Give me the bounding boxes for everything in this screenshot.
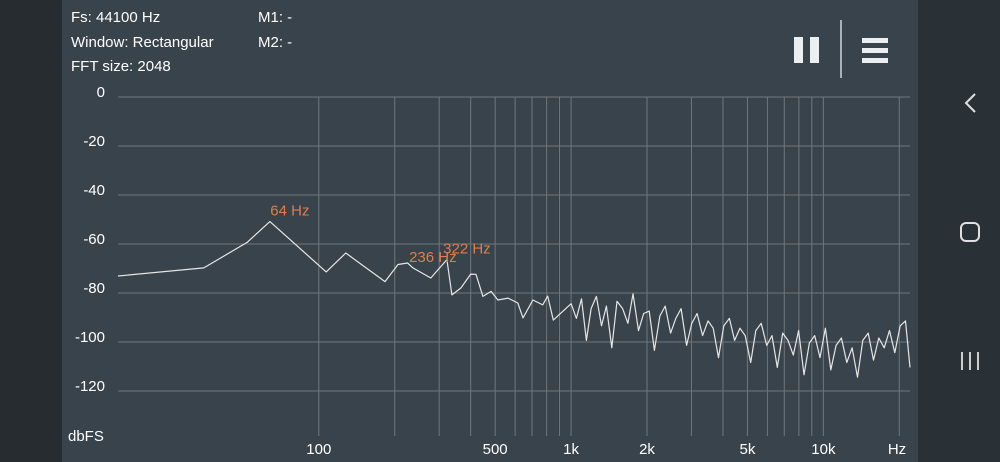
menu-button[interactable]: [862, 38, 888, 63]
plot: 0 -20 -40 -60 -80 -100 -120 100 500 1k 2k 5k 10k Hz db…: [68, 84, 911, 458]
x-tick-label: 500: [483, 441, 508, 458]
x-tick-label: 5k: [739, 441, 755, 458]
pause-bar: [794, 37, 803, 63]
fft-info: FFT size: 2048: [71, 58, 171, 75]
nav-bar: [918, 0, 1000, 462]
peak-label: 64 Hz: [270, 203, 309, 220]
x-axis-label: Hz: [888, 441, 906, 458]
y-tick-label: 0: [97, 84, 105, 101]
back-button[interactable]: [964, 93, 976, 113]
x-tick-label: 2k: [639, 441, 655, 458]
marker-1: M1: -: [258, 9, 292, 26]
y-tick-label: -80: [83, 280, 105, 297]
menu-bar: [862, 48, 888, 53]
menu-bar: [862, 38, 888, 43]
y-axis-label: dbFS: [68, 428, 104, 445]
y-tick-label: -100: [75, 329, 105, 346]
peak-label: 322 Hz: [443, 241, 491, 258]
spectrum-line: [117, 221, 911, 378]
home-button[interactable]: [960, 222, 980, 242]
fs-info: Fs: 44100 Hz: [71, 9, 160, 26]
recents-button[interactable]: [961, 352, 979, 370]
window-info: Window: Rectangular: [71, 34, 214, 51]
y-tick-label: -20: [83, 133, 105, 150]
app-panel: [62, 0, 918, 462]
pause-bar: [810, 37, 819, 63]
menu-bar: [862, 58, 888, 63]
x-tick-label: 100: [306, 441, 331, 458]
y-tick-label: -120: [75, 378, 105, 395]
marker-2: M2: -: [258, 34, 292, 51]
y-tick-label: -60: [83, 231, 105, 248]
pause-button[interactable]: [794, 37, 819, 63]
y-tick-label: -40: [83, 182, 105, 199]
left-edge: [0, 0, 62, 462]
x-tick-label: 1k: [563, 441, 579, 458]
x-tick-label: 10k: [811, 441, 836, 458]
peak-label: 236 Hz: [409, 249, 457, 266]
